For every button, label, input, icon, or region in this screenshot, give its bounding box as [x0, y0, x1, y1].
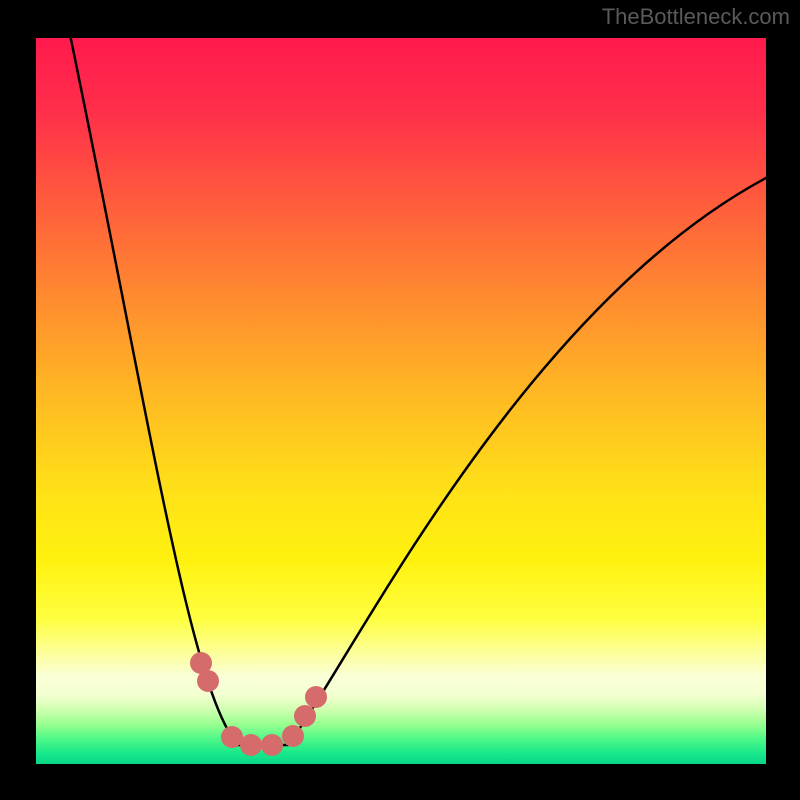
plot-area	[36, 38, 766, 764]
data-marker	[294, 705, 316, 727]
data-marker	[261, 734, 283, 756]
data-marker	[282, 725, 304, 747]
data-marker	[305, 686, 327, 708]
watermark-text: TheBottleneck.com	[602, 4, 790, 30]
bottleneck-curve	[36, 38, 766, 764]
curve-right-branch	[288, 178, 766, 745]
data-marker	[240, 734, 262, 756]
data-marker	[197, 670, 219, 692]
data-marker	[221, 726, 243, 748]
marker-group	[190, 652, 327, 756]
curve-left-branch	[67, 38, 238, 745]
